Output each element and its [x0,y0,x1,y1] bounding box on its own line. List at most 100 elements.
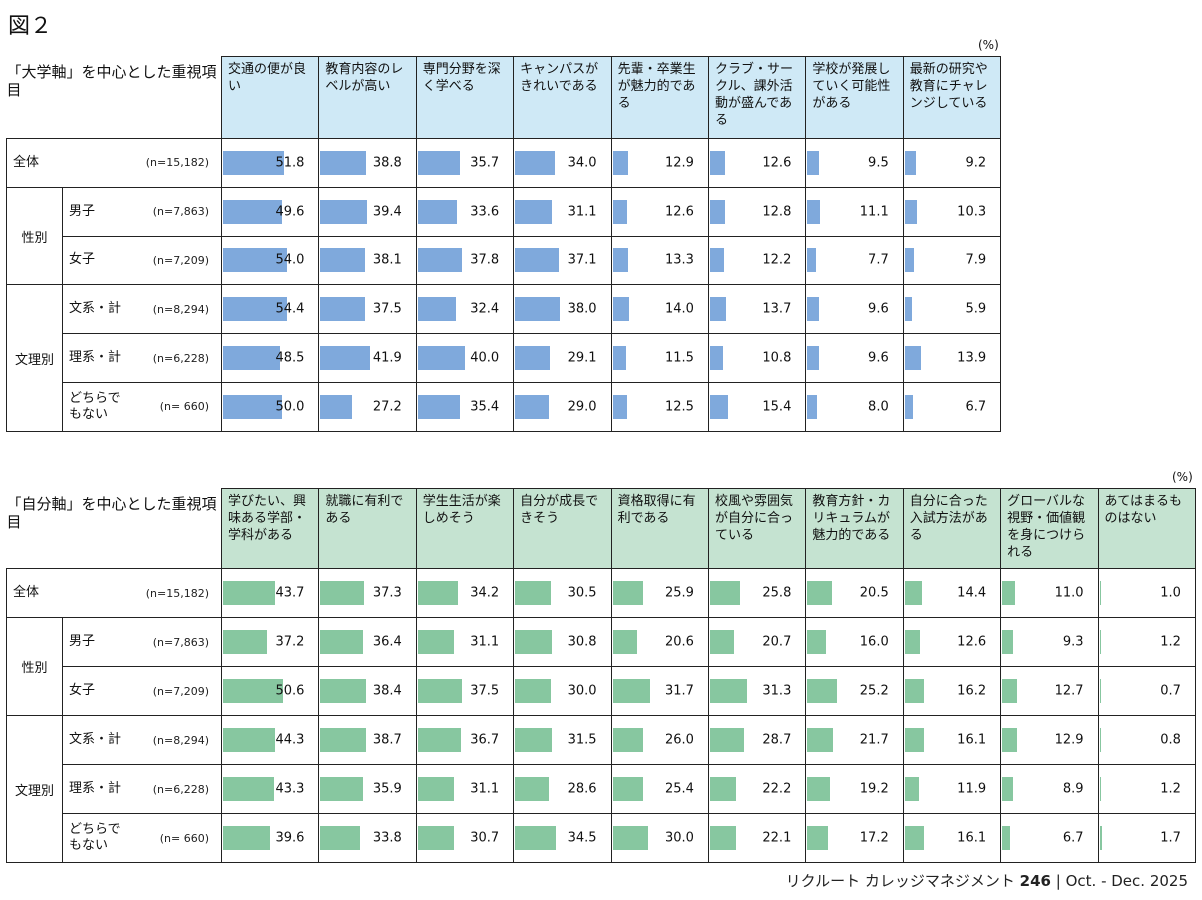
bar [320,297,365,322]
data-label: 17.2 [859,830,889,846]
bar [320,394,353,419]
data-label: 31.1 [470,781,500,797]
data-cell: 8.9 [1000,764,1099,814]
data-label: 34.0 [567,155,597,171]
bar [904,150,916,175]
data-label: 13.9 [957,350,987,366]
data-cell: 31.1 [415,764,515,814]
bar [1099,728,1101,752]
bar [612,826,648,850]
data-label: 38.4 [372,683,402,699]
data-label: 35.9 [372,781,402,797]
bar [320,581,365,605]
bar [612,394,628,419]
unit-label-1: (%) [978,38,999,52]
data-cell: 14.0 [610,284,709,335]
bar [709,679,747,703]
data-cell: 37.8 [415,235,515,286]
data-label: 31.3 [762,683,792,699]
bar [709,199,726,224]
data-label: 31.1 [470,634,500,650]
data-cell: 43.3 [220,764,320,814]
bar [904,679,924,703]
data-label: 13.7 [762,301,792,317]
data-label: 39.4 [372,204,402,220]
data-cell: 9.6 [805,333,904,383]
bar [417,297,456,322]
row-n: (n= 660) [159,400,209,414]
bar [904,728,924,752]
data-label: 32.4 [470,301,500,317]
table-row: 理系・計 (n=6,228) 43.3 35.9 31.1 28.6 25.4 22.2 19.… [7,764,1196,814]
data-cell: 31.1 [415,617,515,667]
row-n: (n= 660) [159,831,209,845]
table-title: 「自分軸」を中心とした重視項目 [6,494,217,531]
data-label: 14.4 [957,585,987,601]
data-label: 54.0 [275,252,305,268]
data-label: 29.1 [567,350,597,366]
data-cell: 35.7 [415,138,515,188]
data-cell: 31.3 [707,666,807,716]
data-label: 25.4 [665,781,694,797]
data-cell: 9.5 [805,138,904,188]
data-label: 25.2 [859,683,889,699]
bar [320,630,364,654]
data-cell: 49.6 [220,186,320,237]
table-row: 女子 (n=7,209) 54.0 38.1 37.8 37.1 13.3 12.2 7.7 7.… [7,235,1002,286]
bar [709,150,725,175]
figure-title: 図２ [8,14,53,39]
bar [612,297,630,322]
bar [904,826,924,850]
data-cell: 44.3 [220,715,320,765]
bar [904,199,917,224]
bar [807,728,833,752]
data-label: 36.7 [470,732,500,748]
data-label: 31.7 [665,683,694,699]
bar [709,346,723,371]
table-row: どちらでもない (n= 660) 39.6 33.8 30.7 34.5 30.0 22.1 1… [7,813,1196,863]
data-label: 43.7 [275,585,305,601]
column-header: グローバルな視野・価値観を身につけられる [1000,488,1099,569]
bar [320,199,367,224]
footer-separator: | [1055,872,1061,890]
data-label: 38.7 [372,732,402,748]
data-label: 9.3 [1062,634,1084,650]
bar [223,346,281,371]
data-cell: 25.8 [707,568,807,618]
data-cell: 30.0 [513,666,612,716]
column-header: 先輩・卒業生が魅力的である [610,56,709,139]
data-cell: 1.2 [1097,764,1196,814]
data-label: 9.2 [965,155,987,171]
data-label: 39.6 [275,830,305,846]
row-name: 男子 [69,634,96,649]
bar [223,581,275,605]
data-label: 37.2 [275,634,305,650]
data-label: 9.5 [868,155,889,171]
bar [417,394,460,419]
data-cell: 30.5 [513,568,612,618]
table-row: 女子 (n=7,209) 50.6 38.4 37.5 30.0 31.7 31.3 25.2 1… [7,666,1196,716]
data-label: 6.7 [965,399,987,415]
bar [417,150,460,175]
bar [904,346,922,371]
data-label: 16.1 [957,830,987,846]
data-label: 1.2 [1160,634,1181,650]
data-cell: 12.7 [1000,666,1099,716]
row-n: (n=15,182) [145,156,209,170]
data-cell: 13.3 [610,235,709,286]
row-n: (n=7,863) [152,635,209,649]
data-label: 35.7 [470,155,500,171]
column-header: あてはまるものはない [1097,488,1196,569]
bar [223,679,283,703]
data-cell: 25.4 [610,764,709,814]
bar [223,777,275,801]
column-header: 就職に有利である [318,488,417,569]
data-label: 38.0 [567,301,597,317]
data-cell: 13.7 [707,284,807,335]
row-label: 文系・計 (n=8,294) [62,715,222,765]
data-label: 20.7 [762,634,792,650]
row-label-total: 全体 (n=15,182) [6,568,222,618]
data-cell: 37.1 [513,235,612,286]
bar [904,630,920,654]
data-label: 48.5 [275,350,305,366]
